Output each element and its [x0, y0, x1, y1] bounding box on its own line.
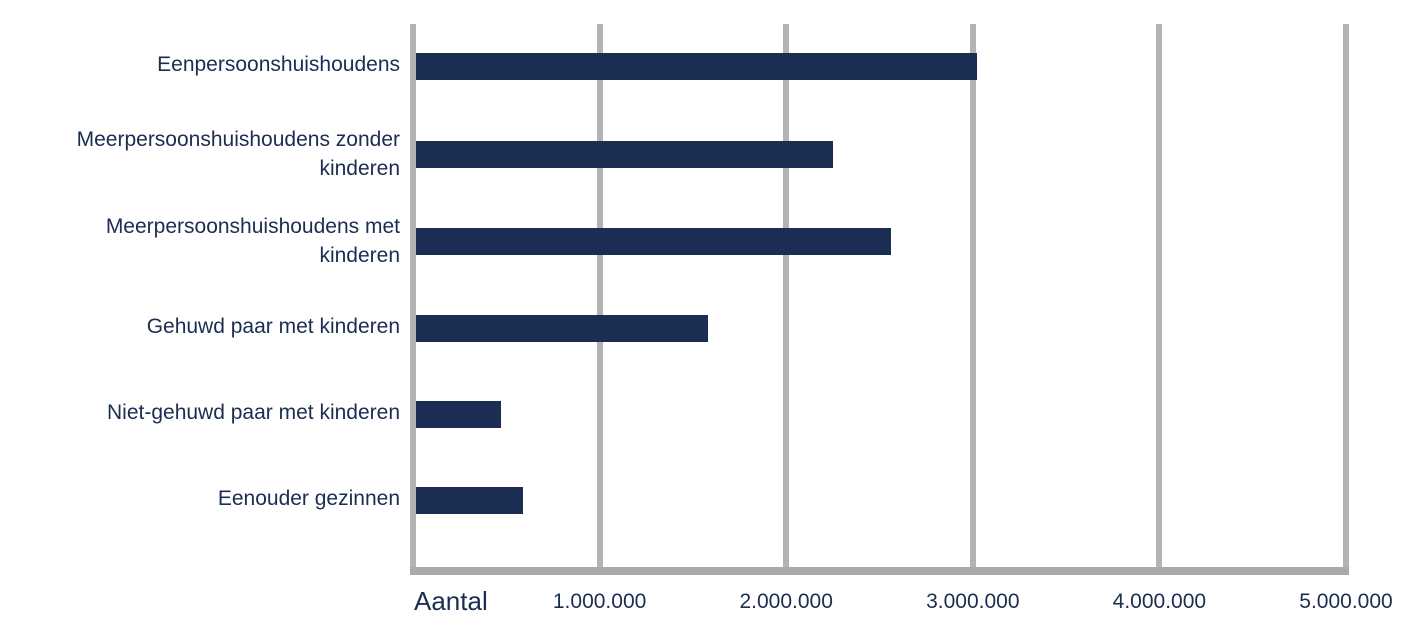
- bar: [416, 53, 977, 80]
- bar: [416, 228, 891, 255]
- category-label: Meerpersoonshuishoudens met kinderen: [105, 215, 400, 267]
- x-tick-label: 3.000.000: [926, 590, 1020, 613]
- gridline: [1343, 24, 1349, 574]
- category-label: Eenouder gezinnen: [217, 487, 400, 510]
- y-axis-line: [410, 24, 416, 574]
- category-label: Gehuwd paar met kinderen: [146, 315, 400, 338]
- x-tick-label: 1.000.000: [552, 590, 647, 613]
- gridline: [1156, 24, 1163, 574]
- gridline: [969, 24, 976, 574]
- x-tick-label: 2.000.000: [739, 590, 833, 613]
- bar: [416, 401, 501, 428]
- category-label: Eenpersoonshuishoudens: [157, 53, 400, 76]
- bar: [416, 141, 833, 168]
- x-axis-line: [410, 567, 1349, 575]
- x-axis-title: Aantal: [414, 586, 488, 616]
- bar: [416, 487, 524, 514]
- gridline: [783, 24, 790, 574]
- gridline: [596, 24, 603, 574]
- category-label: Meerpersoonshuishoudens zonder kinderen: [76, 128, 400, 180]
- category-label: Niet-gehuwd paar met kinderen: [107, 401, 400, 424]
- bar: [416, 315, 708, 342]
- x-tick-label: 5.000.000: [1299, 590, 1393, 613]
- x-tick-label: 4.000.000: [1112, 590, 1207, 613]
